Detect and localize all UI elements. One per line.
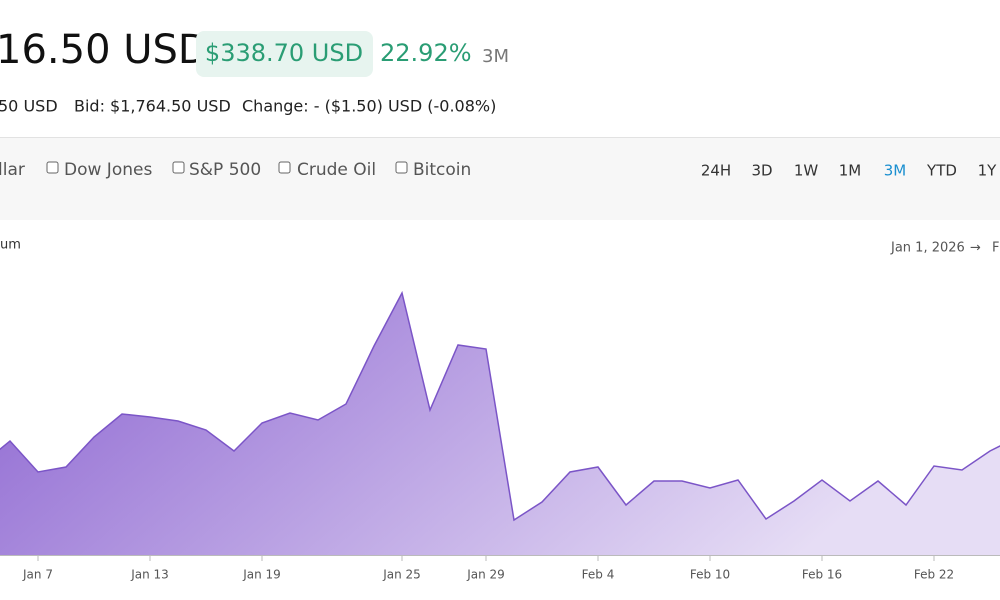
toolbar xyxy=(0,137,1000,220)
change-pill xyxy=(196,31,373,77)
range-button[interactable]: 1W xyxy=(794,162,819,180)
change: Change: - ($1.50) USD (-0.08%) xyxy=(242,97,496,116)
chart-label: um xyxy=(0,238,21,253)
range-arrow: → xyxy=(970,241,981,256)
x-tick-label: Jan 19 xyxy=(242,568,281,582)
range-button[interactable]: 1M xyxy=(839,162,862,180)
range-button[interactable]: 3M xyxy=(884,162,907,180)
checkbox[interactable] xyxy=(46,161,59,174)
change-percent: 22.92% xyxy=(380,39,472,67)
range-start: Jan 1, 2026 xyxy=(890,241,965,256)
bid: Bid: $1,764.50 USD xyxy=(74,97,231,116)
x-tick-label: Jan 13 xyxy=(130,568,169,582)
x-tick-label: Feb 16 xyxy=(802,568,842,582)
compare-option[interactable]: Bitcoin xyxy=(413,160,471,180)
compare-option[interactable]: Crude Oil xyxy=(297,160,376,180)
checkbox[interactable] xyxy=(395,161,408,174)
price: 16.50 USD xyxy=(0,27,209,73)
compare-option[interactable]: Dow Jones xyxy=(64,160,152,180)
compare-option[interactable]: S&P 500 xyxy=(189,160,261,180)
x-tick-label: Jan 25 xyxy=(382,568,421,582)
checkbox[interactable] xyxy=(278,161,291,174)
ask: 50 USD xyxy=(0,97,58,116)
x-tick-label: Feb 22 xyxy=(914,568,954,582)
change-amount: $338.70 USD xyxy=(205,39,363,67)
line xyxy=(0,290,1000,522)
checkbox[interactable] xyxy=(172,161,185,174)
range-button[interactable]: 1Y xyxy=(978,162,998,180)
x-tick-label: Jan 7 xyxy=(22,568,53,582)
range-button[interactable]: 24H xyxy=(701,162,731,180)
compare-option[interactable]: llar xyxy=(0,160,25,180)
x-tick-label: Jan 29 xyxy=(466,568,505,582)
period: 3M xyxy=(482,46,509,67)
x-tick-label: Feb 4 xyxy=(582,568,615,582)
range-button[interactable]: 3D xyxy=(751,162,772,180)
range-button[interactable]: YTD xyxy=(926,162,957,180)
area xyxy=(0,293,1000,555)
range-end: F xyxy=(992,241,999,256)
x-tick-label: Feb 10 xyxy=(690,568,730,582)
